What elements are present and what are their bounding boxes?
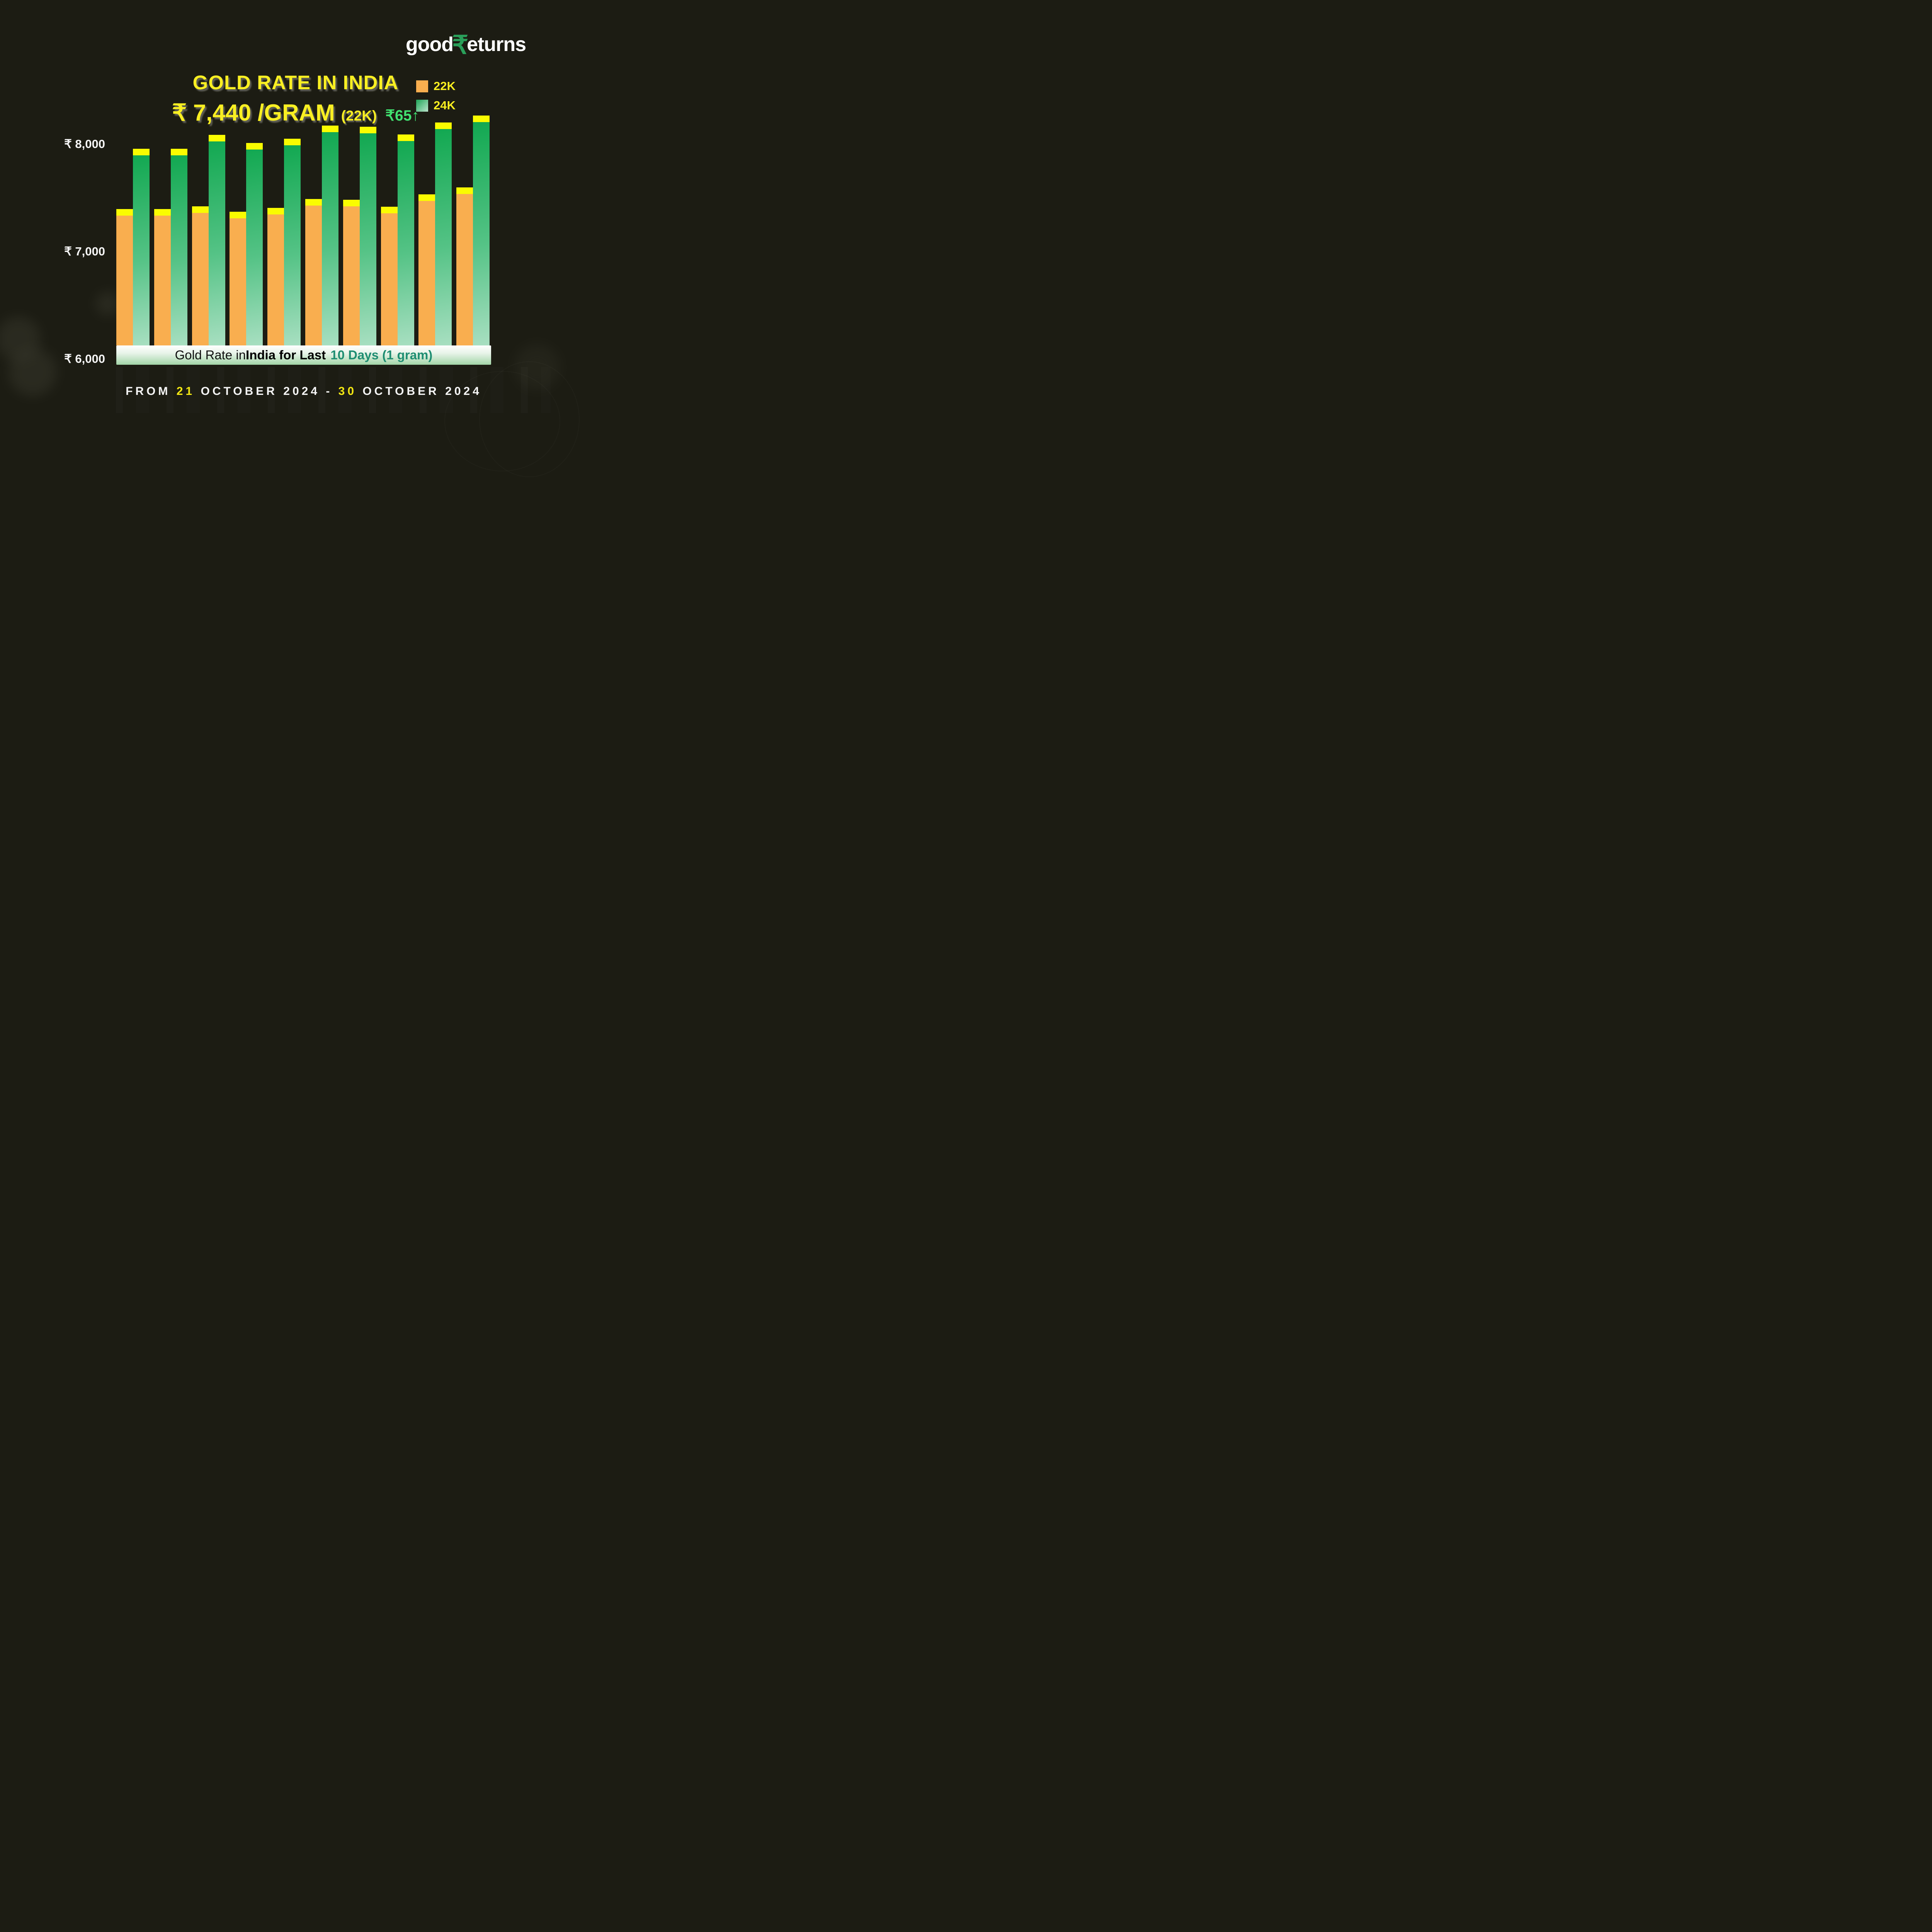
bar-cap-highlight: [435, 122, 452, 129]
bar-24k-day-5: [284, 138, 301, 345]
bar-24k-day-3: [208, 134, 225, 345]
bar-cap-highlight: [116, 209, 133, 216]
bar-cap-highlight: [170, 149, 187, 156]
bar-body: [435, 129, 452, 345]
bar-cap-highlight: [397, 134, 414, 141]
bar-22k-day-10: [456, 187, 473, 345]
bar-body: [208, 141, 225, 345]
bar-body: [359, 133, 376, 345]
y-axis-label-6000: ₹ 6,000: [64, 352, 105, 366]
footer-end: OCTOBER 2024: [357, 385, 482, 398]
bar-22k-day-6: [305, 199, 322, 345]
bar-body: [230, 218, 247, 345]
bar-cap-highlight: [154, 209, 171, 216]
footer-end-day: 30: [338, 385, 357, 398]
legend-item-22k: 22K: [416, 79, 456, 93]
bar-cap-highlight: [133, 149, 150, 156]
bar-24k-day-4: [246, 143, 263, 345]
background-curve-watermark: [479, 361, 580, 477]
bar-22k-day-5: [267, 208, 284, 345]
bar-22k-day-3: [192, 206, 209, 345]
background-stripes-watermark: [116, 367, 551, 413]
bar-22k-day-7: [343, 200, 360, 345]
bar-22k-day-9: [418, 194, 435, 345]
bar-22k-day-4: [230, 211, 247, 345]
bar-body: [133, 155, 150, 345]
bar-cap-highlight: [456, 187, 473, 194]
heading-block: GOLD RATE IN INDIA ₹ 7,440 /GRAM (22K) ₹…: [116, 0, 475, 126]
legend-item-24k: 24K: [416, 99, 456, 112]
legend-label-24k: 24K: [434, 99, 456, 112]
background-bokeh-circle: [9, 348, 57, 396]
bar-cap-highlight: [246, 143, 263, 150]
bar-body: [305, 205, 322, 345]
bar-24k-day-2: [170, 149, 187, 345]
bar-cap-highlight: [230, 211, 247, 218]
price-line: ₹ 7,440 /GRAM (22K) ₹65↑: [116, 99, 475, 126]
bar-22k-day-1: [116, 209, 133, 345]
page-title: GOLD RATE IN INDIA: [192, 71, 399, 94]
bar-cap-highlight: [473, 115, 490, 122]
bar-22k-day-8: [381, 207, 398, 345]
price-change-up: ₹65↑: [385, 107, 419, 124]
bar-24k-day-9: [435, 122, 452, 345]
bar-24k-day-8: [397, 134, 414, 345]
bar-body: [284, 145, 301, 345]
karat-note: (22K): [341, 108, 377, 124]
date-range-footer: FROM 21 OCTOBER 2024 - 30 OCTOBER 2024: [116, 385, 491, 398]
bar-body: [397, 141, 414, 345]
bar-cap-highlight: [305, 199, 322, 206]
bar-body: [154, 216, 171, 345]
legend-label-22k: 22K: [434, 79, 456, 93]
bar-body: [322, 132, 338, 345]
bar-cap-highlight: [418, 194, 435, 201]
bar-cap-highlight: [322, 126, 338, 133]
bar-cap-highlight: [343, 200, 360, 207]
bar-body: [418, 201, 435, 345]
bar-body: [343, 206, 360, 345]
logo-text-eturns: eturns: [467, 33, 526, 56]
background-bokeh-circle: [96, 292, 120, 316]
bar-body: [267, 214, 284, 345]
footer-start-day: 21: [176, 385, 195, 398]
bar-body: [456, 194, 473, 345]
bar-body: [246, 149, 263, 345]
bar-cap-highlight: [208, 134, 225, 141]
rupee-symbol-icon: ₹: [452, 31, 468, 59]
bar-24k-day-1: [133, 149, 150, 345]
bar-22k-day-2: [154, 209, 171, 345]
logo-text-good: good: [406, 33, 454, 56]
bar-cap-highlight: [192, 206, 209, 213]
y-axis-label-8000: ₹ 8,000: [64, 137, 105, 151]
bar-24k-day-10: [473, 115, 490, 345]
bar-cap-highlight: [284, 138, 301, 145]
bar-cap-highlight: [381, 207, 398, 214]
bar-cap-highlight: [267, 208, 284, 215]
bar-body: [192, 213, 209, 345]
footer-mid: OCTOBER 2024 -: [195, 385, 338, 398]
background-bokeh-circle: [514, 344, 560, 390]
bar-24k-day-7: [359, 127, 376, 345]
bar-body: [116, 216, 133, 345]
background-bokeh-circle: [0, 317, 41, 361]
banner-text-plain: Gold Rate in: [175, 348, 246, 362]
footer-from: FROM: [126, 385, 177, 398]
bar-24k-day-6: [322, 126, 338, 345]
y-axis-label-7000: ₹ 7,000: [64, 245, 105, 258]
bar-body: [381, 213, 398, 345]
legend-swatch-22k: [416, 80, 428, 92]
current-price: ₹ 7,440 /GRAM: [172, 100, 335, 126]
legend: 22K 24K: [416, 79, 456, 118]
legend-swatch-24k: [416, 99, 428, 112]
bar-cap-highlight: [359, 127, 376, 134]
bar-body: [473, 122, 490, 345]
banner-text-bold: India for Last: [246, 348, 326, 362]
chart-caption-banner: Gold Rate in India for Last 10 Days (1 g…: [116, 345, 491, 365]
goodreturns-logo: good₹eturns: [406, 30, 526, 60]
bar-body: [170, 155, 187, 345]
banner-text-green: 10 Days (1 gram): [330, 348, 433, 362]
